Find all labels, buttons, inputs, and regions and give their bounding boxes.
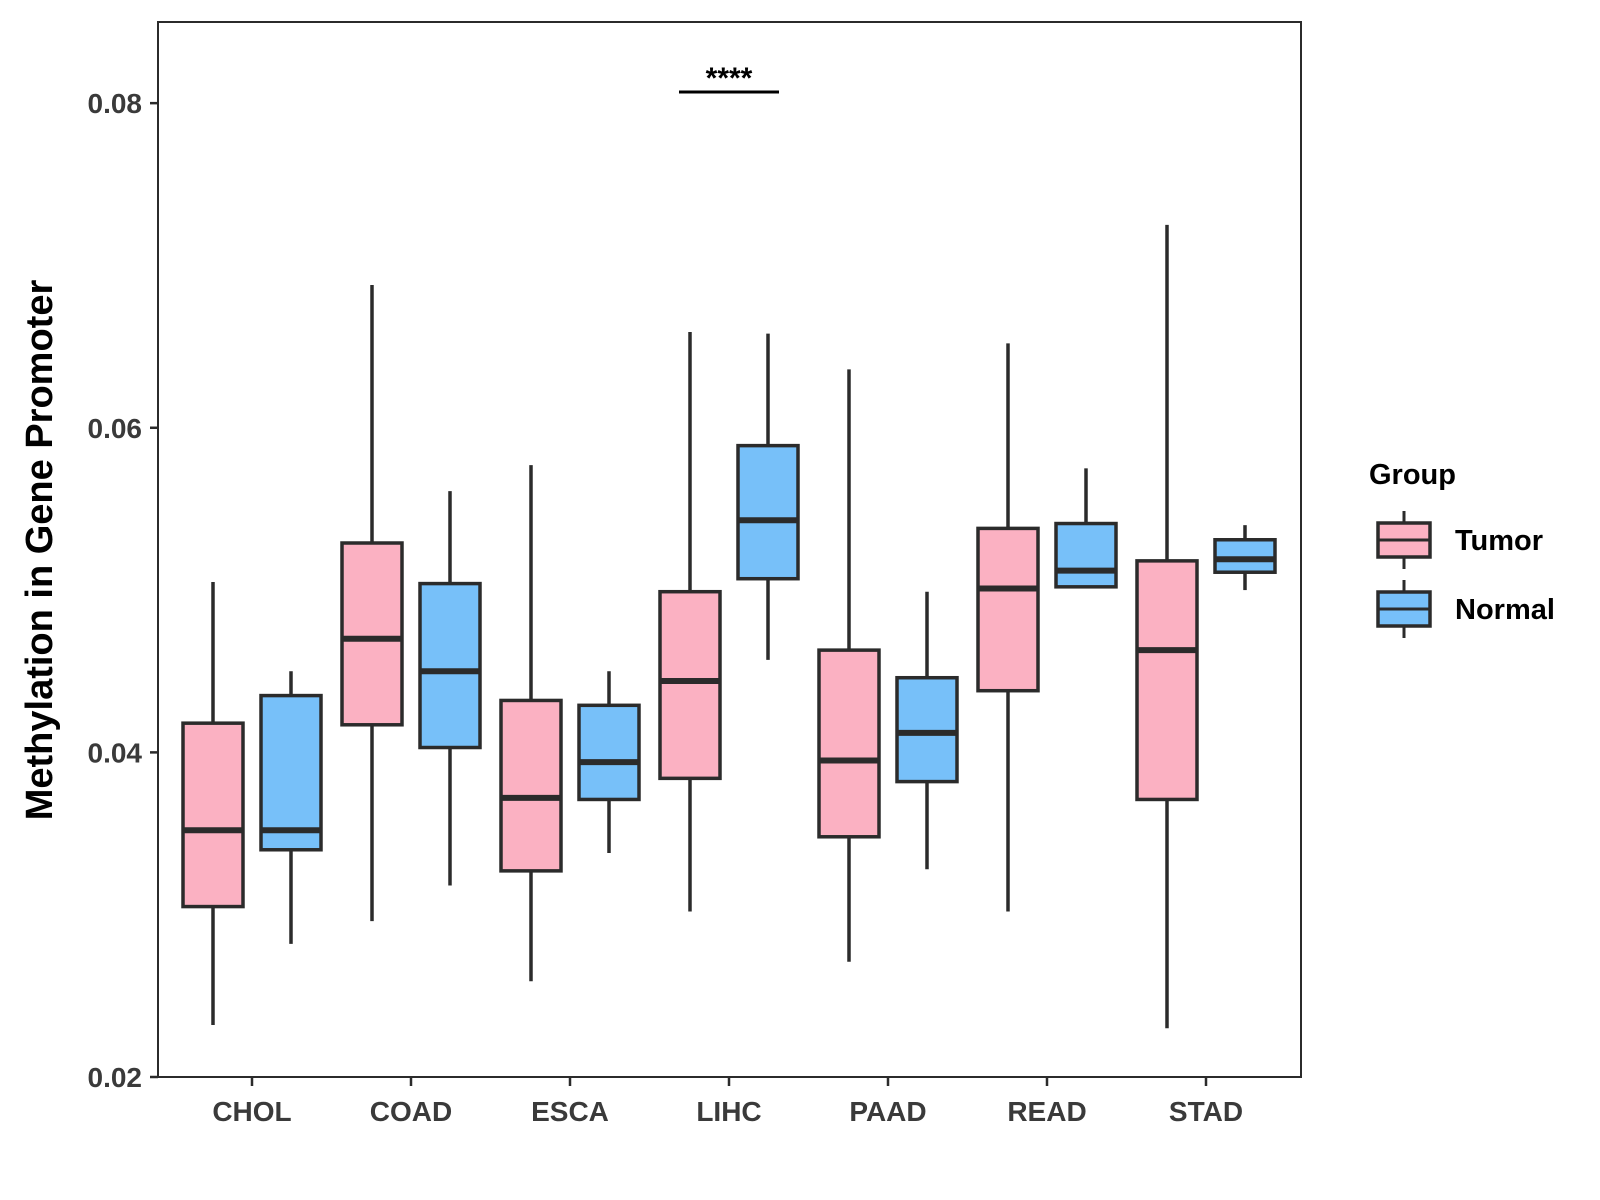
y-tick-label: 0.06 [88,413,143,444]
box-body [1135,559,1199,802]
box-tumor-lihc [658,332,722,912]
x-tick-label: READ [1007,1096,1086,1127]
box-body [259,693,323,852]
y-tick-label: 0.04 [88,737,143,768]
y-tick-label: 0.08 [88,88,143,119]
box-body [658,589,722,781]
box-series [181,224,1277,1029]
y-tick-label: 0.02 [88,1062,143,1093]
x-tick-label: PAAD [849,1096,926,1127]
legend-label: Tumor [1455,525,1543,557]
box-body [418,581,482,750]
box-normal-coad [418,491,482,886]
box-normal-lihc [736,333,800,660]
box-tumor-chol [181,581,245,1026]
box-tumor-paad [817,369,881,962]
box-normal-stad [1213,525,1277,591]
box-body [577,703,641,802]
box-body [817,648,881,839]
box-normal-paad [895,591,959,870]
box-normal-chol [259,671,323,944]
box-body [1213,538,1277,574]
box-body [1054,521,1118,589]
x-axis: CHOL COAD ESCA LIHC PAAD READ STAD [212,1077,1243,1127]
box-tumor-read [976,343,1040,912]
legend-item-normal: Normal [1376,580,1555,638]
y-axis-title: Methylation in Gene Promoter [19,280,61,821]
box-body [181,721,245,909]
box-normal-read [1054,468,1118,589]
y-axis: 0.02 0.04 0.06 0.08 [88,88,158,1093]
box-tumor-coad [340,284,404,922]
legend-label: Normal [1455,594,1555,626]
significance-annotations: **** [679,62,779,95]
box-body [736,443,800,581]
plot-panel [157,21,1302,1078]
box-body [976,526,1040,693]
box-tumor-stad [1135,224,1199,1029]
box-normal-esca [577,671,641,854]
box-tumor-esca [499,465,563,982]
box-body [895,675,959,784]
x-tick-label: COAD [370,1096,452,1127]
legend-item-tumor: Tumor [1376,511,1543,569]
legend: Tumor Normal [1376,511,1555,638]
box-body [340,541,404,727]
x-tick-label: LIHC [696,1096,761,1127]
x-tick-label: STAD [1169,1096,1243,1127]
box-body [499,698,563,873]
x-tick-label: CHOL [212,1096,291,1127]
x-tick-label: ESCA [531,1096,609,1127]
legend-title: Group [1369,459,1456,491]
significance-label: **** [706,62,753,95]
